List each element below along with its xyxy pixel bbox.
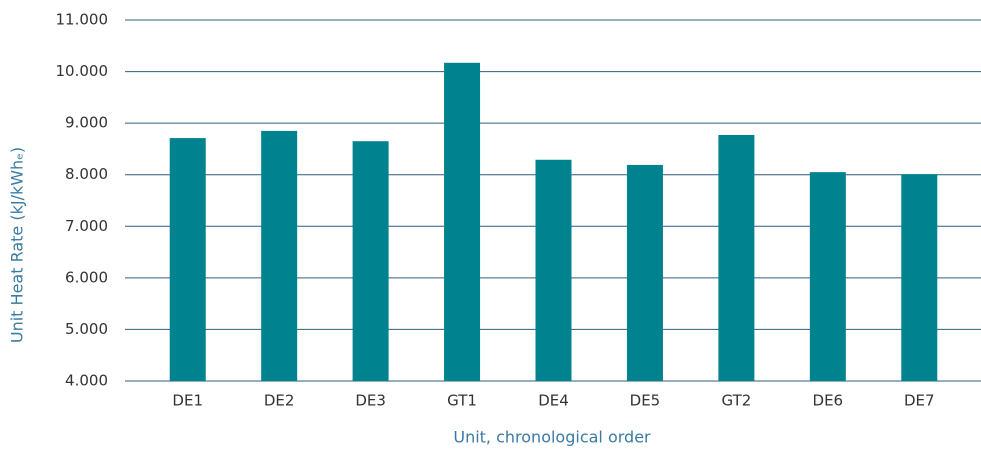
bar [901, 174, 938, 381]
y-tick-label: 8.000 [65, 165, 108, 183]
y-tick-label: 11.000 [56, 11, 109, 29]
bar [352, 141, 389, 381]
x-tick-label: DE1 [172, 392, 203, 410]
y-tick-label: 5.000 [65, 320, 108, 338]
bar [444, 62, 481, 381]
y-tick-label: 10.000 [56, 62, 109, 80]
y-axis-title: Unit Heat Rate (kJ/kWhₑ) [8, 147, 27, 343]
x-tick-label: DE4 [538, 392, 569, 410]
bar [535, 159, 572, 381]
bar [626, 164, 663, 381]
x-tick-label: GT1 [447, 392, 477, 410]
x-tick-label: DE3 [355, 392, 386, 410]
y-tick-label: 9.000 [65, 114, 108, 132]
bar [169, 138, 206, 381]
x-tick-label: DE7 [904, 392, 935, 410]
y-tick-label: 7.000 [65, 217, 108, 235]
bar [809, 172, 846, 381]
x-tick-label: DE5 [630, 392, 661, 410]
x-tick-label: DE6 [813, 392, 844, 410]
y-tick-label: 6.000 [65, 268, 108, 286]
x-tick-label: DE2 [264, 392, 295, 410]
bar [261, 130, 298, 381]
bar [718, 135, 755, 381]
x-tick-label: GT2 [721, 392, 751, 410]
x-axis-title: Unit, chronological order [453, 428, 651, 447]
y-tick-label: 4.000 [65, 372, 108, 390]
